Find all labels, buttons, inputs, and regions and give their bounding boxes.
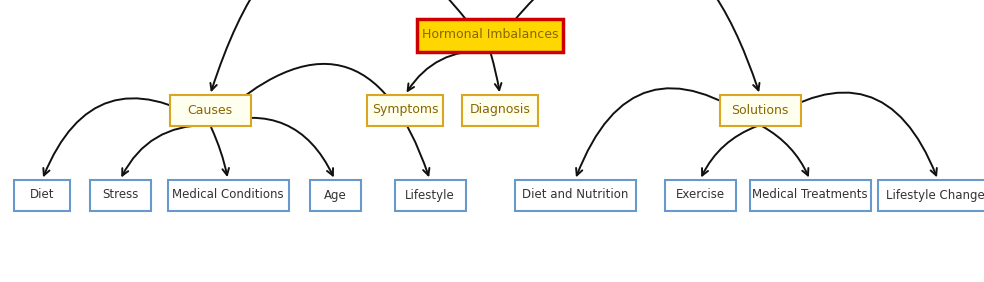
Text: Medical Conditions: Medical Conditions <box>172 188 283 202</box>
FancyBboxPatch shape <box>417 19 563 52</box>
Text: Medical Treatments: Medical Treatments <box>752 188 868 202</box>
FancyBboxPatch shape <box>750 180 871 210</box>
Text: Lifestyle Changes: Lifestyle Changes <box>886 188 984 202</box>
FancyBboxPatch shape <box>367 94 443 125</box>
Text: Solutions: Solutions <box>731 103 789 116</box>
FancyBboxPatch shape <box>310 180 360 210</box>
Text: Symptoms: Symptoms <box>372 103 438 116</box>
FancyBboxPatch shape <box>90 180 151 210</box>
FancyBboxPatch shape <box>395 180 465 210</box>
FancyBboxPatch shape <box>14 180 70 210</box>
FancyBboxPatch shape <box>462 94 538 125</box>
FancyBboxPatch shape <box>169 94 251 125</box>
FancyBboxPatch shape <box>167 180 288 210</box>
FancyBboxPatch shape <box>515 180 636 210</box>
Text: Stress: Stress <box>101 188 138 202</box>
Text: Hormonal Imbalances: Hormonal Imbalances <box>422 28 558 41</box>
Text: Exercise: Exercise <box>675 188 724 202</box>
FancyBboxPatch shape <box>878 180 984 210</box>
FancyBboxPatch shape <box>719 94 801 125</box>
Text: Causes: Causes <box>187 103 232 116</box>
Text: Age: Age <box>324 188 346 202</box>
FancyBboxPatch shape <box>664 180 735 210</box>
Text: Diet and Nutrition: Diet and Nutrition <box>522 188 628 202</box>
Text: Diagnosis: Diagnosis <box>469 103 530 116</box>
Text: Diet: Diet <box>30 188 54 202</box>
Text: Lifestyle: Lifestyle <box>405 188 455 202</box>
